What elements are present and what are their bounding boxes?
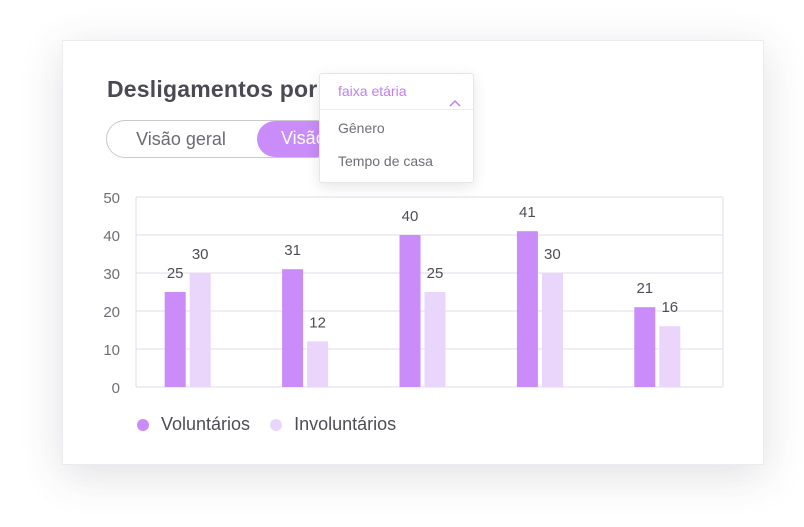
dropdown-option-tempo-de-casa[interactable]: Tempo de casa [338, 153, 433, 169]
view-toggle[interactable]: Visão geral Visão [106, 120, 336, 158]
legend-item-involuntarios: Involuntários [270, 414, 396, 435]
data-label-involuntarios: 12 [309, 314, 326, 331]
toggle-option-visao-geral[interactable]: Visão geral [136, 128, 226, 149]
chart-legend: Voluntários Involuntários [137, 414, 416, 435]
bar-voluntarios [164, 292, 186, 387]
dropdown-selected[interactable]: faixa etária [320, 74, 473, 110]
page-title: Desligamentos por: [107, 76, 326, 102]
data-label-voluntarios: 31 [284, 242, 301, 259]
data-label-involuntarios: 25 [427, 265, 444, 282]
legend-label-voluntarios: Voluntários [161, 414, 251, 434]
legend-dot-voluntarios [137, 418, 149, 431]
bar-voluntarios [282, 269, 304, 387]
bar-voluntarios [634, 307, 656, 387]
bar-involuntarios [659, 326, 681, 387]
legend-label-involuntarios: Involuntários [294, 414, 397, 434]
y-tick-label: 40 [103, 228, 120, 245]
dropdown-option-genero[interactable]: Gênero [338, 120, 385, 136]
data-label-voluntarios: 21 [636, 280, 653, 297]
data-label-involuntarios: 30 [544, 246, 561, 263]
bar-involuntarios [189, 273, 211, 387]
data-label-voluntarios: 25 [167, 265, 184, 282]
data-label-involuntarios: 30 [192, 246, 209, 263]
chevron-up-icon [449, 85, 461, 120]
data-label-voluntarios: 40 [402, 208, 419, 225]
y-tick-label: 20 [103, 304, 120, 321]
y-tick-label: 10 [103, 342, 120, 359]
bar-voluntarios [399, 235, 421, 387]
legend-dot-involuntarios [270, 418, 283, 431]
y-tick-label: 50 [103, 190, 120, 207]
bar-involuntarios [307, 341, 329, 387]
dropdown-selected-label: faixa etária [338, 83, 407, 99]
y-tick-label: 0 [112, 380, 120, 397]
data-label-voluntarios: 41 [519, 204, 536, 221]
filter-dropdown[interactable]: faixa etária Gênero Tempo de casa [319, 73, 474, 183]
legend-item-voluntarios: Voluntários [137, 414, 250, 435]
bar-voluntarios [516, 231, 538, 387]
y-tick-label: 30 [103, 266, 120, 283]
bar-involuntarios [541, 273, 563, 387]
data-label-involuntarios: 16 [661, 299, 678, 316]
bar-involuntarios [424, 292, 446, 387]
